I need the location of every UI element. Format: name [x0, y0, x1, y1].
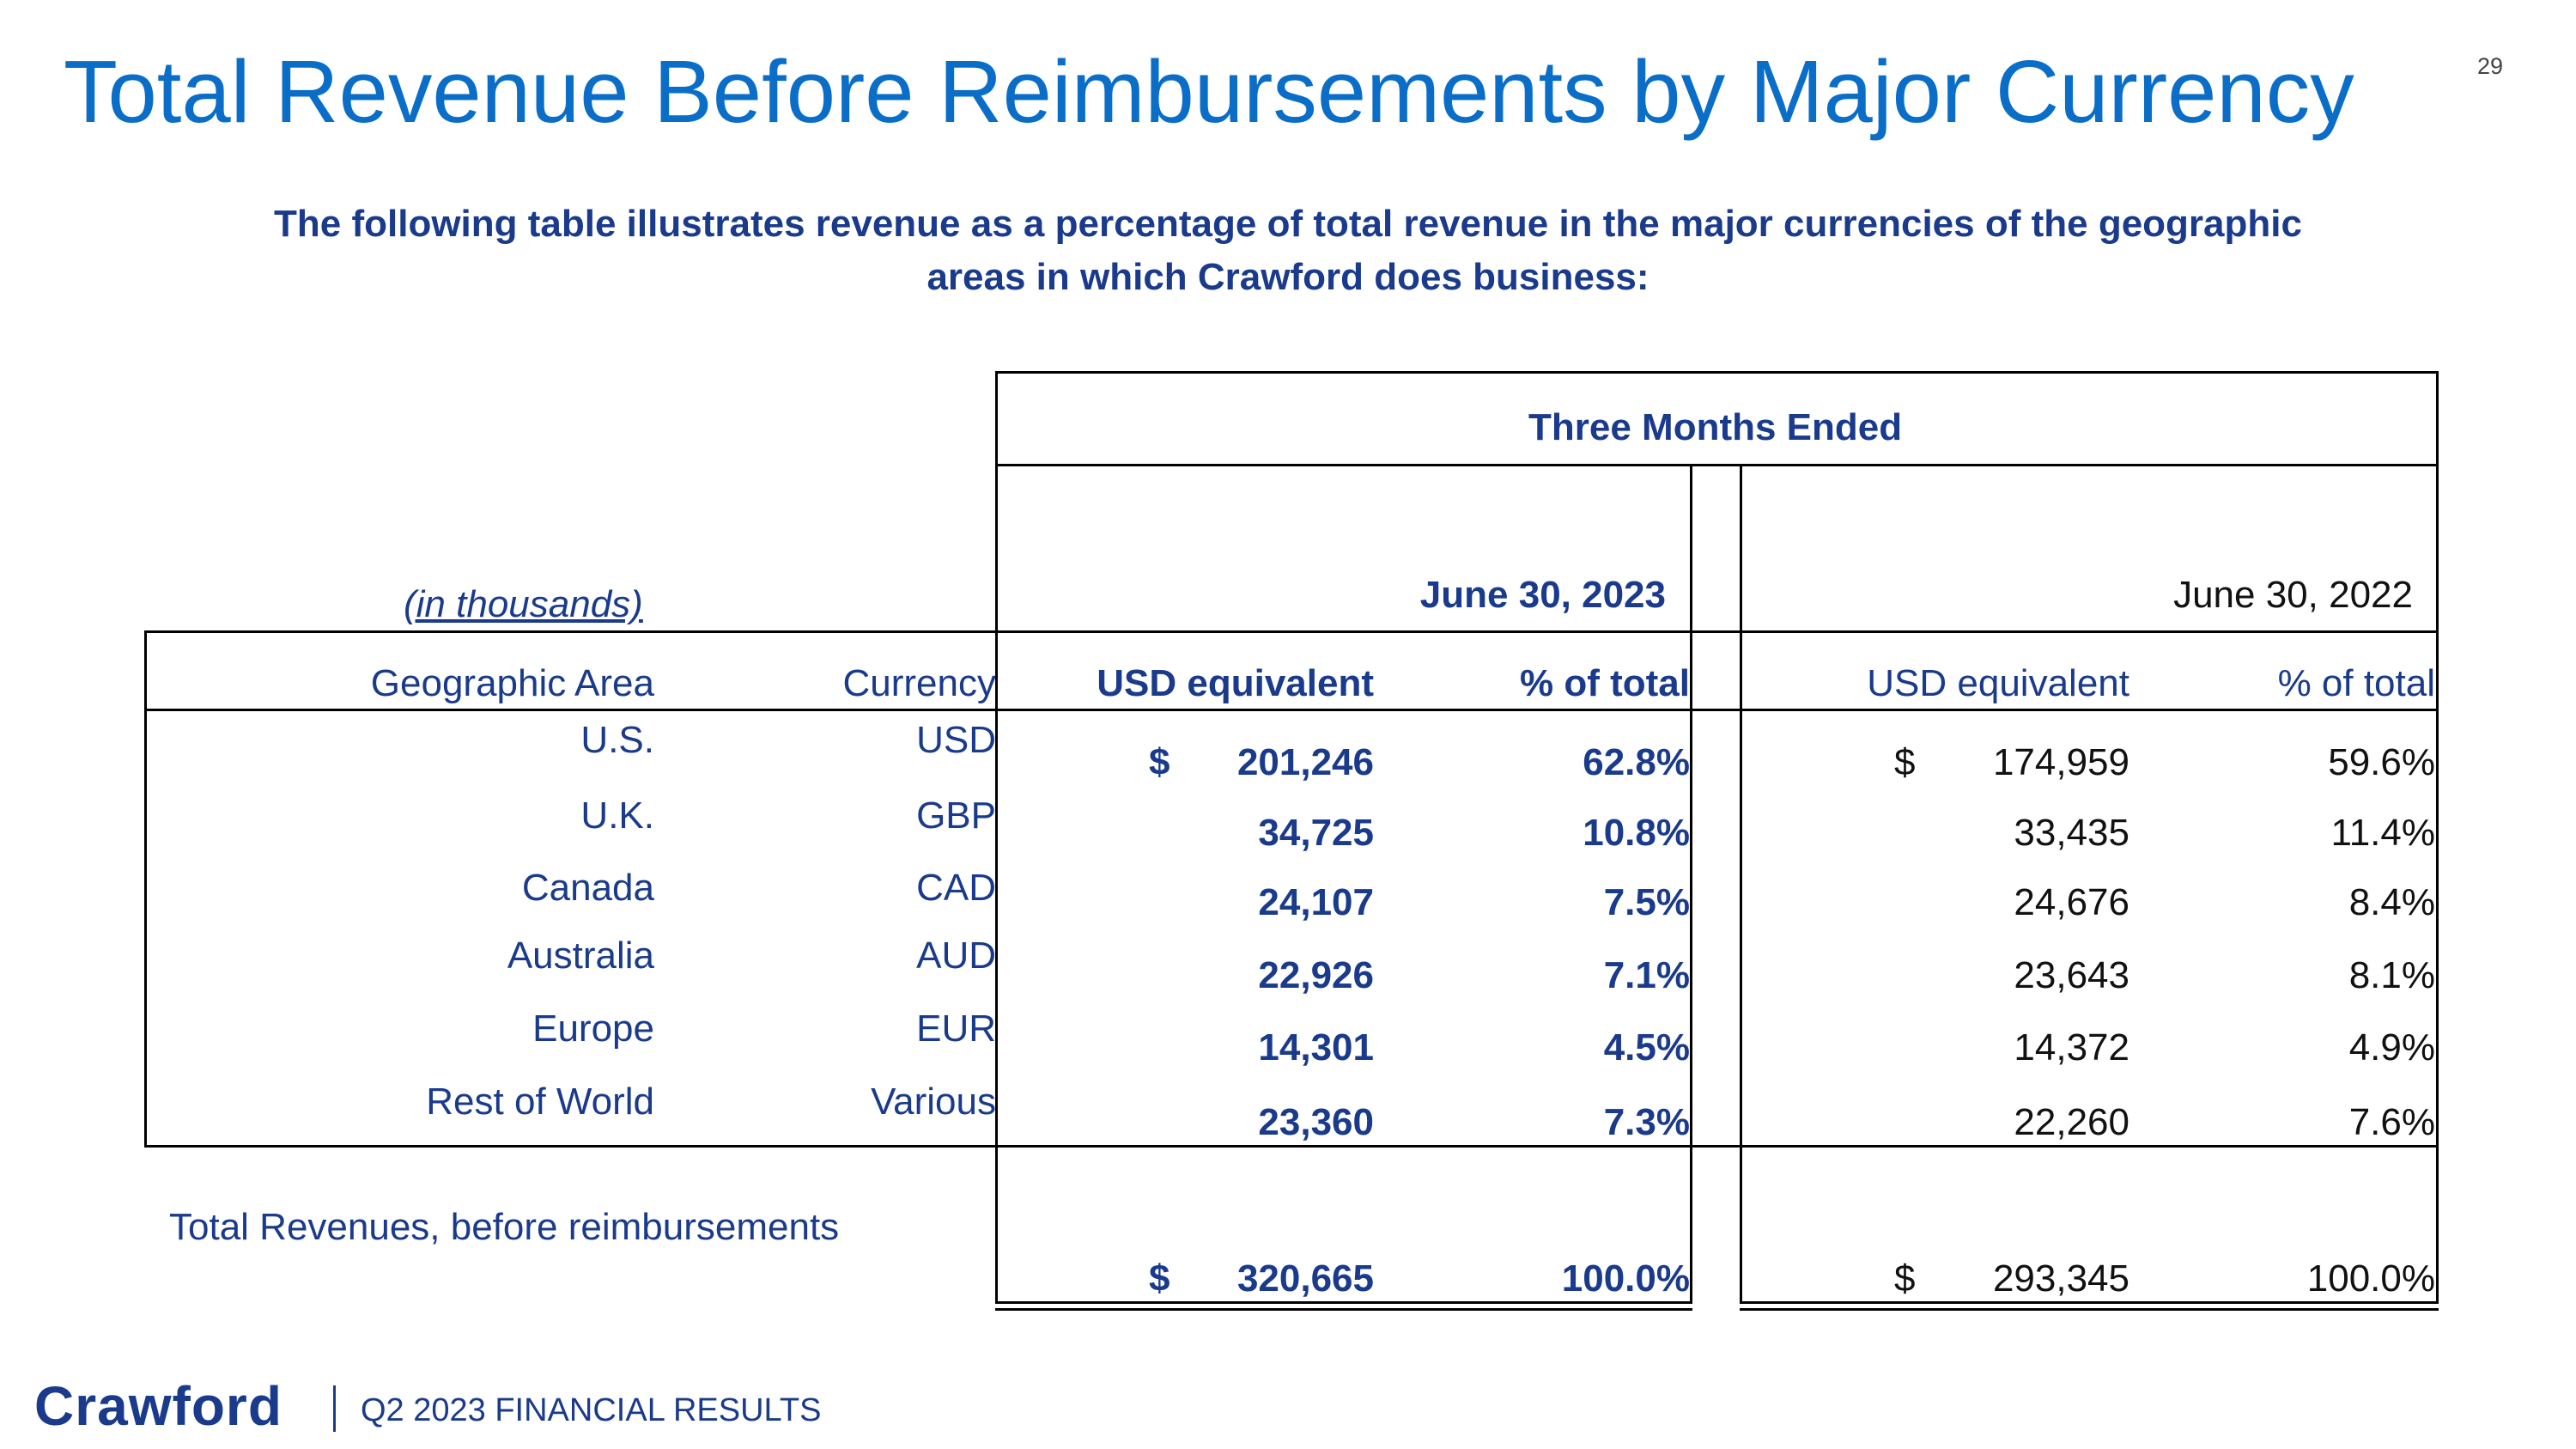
page-title: Total Revenue Before Reimbursements by M… [64, 42, 2354, 141]
period-2023: June 30, 2023 [1419, 574, 1666, 616]
row-pct-2022: 8.4% [2348, 881, 2435, 923]
total-pct-2023: 100.0% [1561, 1257, 1690, 1300]
row-usd-2022: 14,372 [2014, 1026, 2129, 1068]
row-pct-2023: 62.8% [1583, 741, 1690, 783]
row-currency: USD [916, 719, 996, 761]
table-border [144, 709, 2439, 711]
row-currency: GBP [916, 795, 996, 837]
table-border [1740, 464, 1742, 1304]
dollar-sign: $ [1894, 1257, 1916, 1300]
row-usd-2022: 33,435 [2014, 812, 2129, 854]
row-currency: AUD [916, 935, 996, 977]
row-usd-2022: 23,643 [2014, 954, 2129, 996]
header-usd-2023: USD equivalent [1097, 662, 1374, 704]
period-2022: June 30, 2022 [2173, 574, 2413, 616]
footer-divider [333, 1385, 336, 1432]
dollar-sign: $ [1149, 741, 1170, 783]
header-geographic-area: Geographic Area [370, 662, 654, 704]
table-border [144, 1145, 2439, 1148]
table-border [1690, 464, 1692, 1304]
total-double-underline [1740, 1301, 2439, 1304]
header-currency: Currency [842, 662, 997, 704]
row-usd-2023: 34,725 [1258, 812, 1374, 854]
header-pct-2023: % of total [1520, 662, 1690, 704]
row-usd-2022: 24,676 [2014, 881, 2129, 923]
table-border [144, 630, 147, 1148]
row-usd-2023: 201,246 [1236, 741, 1374, 783]
row-pct-2022: 7.6% [2348, 1101, 2435, 1143]
row-area: U.S. [580, 719, 654, 761]
total-usd-2022: 293,345 [1992, 1257, 2129, 1300]
total-label: Total Revenues, before reimbursements [169, 1206, 840, 1248]
units-note: (in thousands) [404, 583, 643, 625]
table-border [995, 371, 998, 1304]
total-double-underline [1740, 1308, 2439, 1311]
row-pct-2022: 4.9% [2348, 1026, 2435, 1068]
row-usd-2022: 174,959 [1992, 741, 2129, 783]
dollar-sign: $ [1149, 1257, 1170, 1300]
row-pct-2023: 7.3% [1603, 1101, 1690, 1143]
period-header: Three Months Ended [1528, 406, 1903, 448]
total-usd-2023: 320,665 [1236, 1257, 1374, 1300]
row-area: Australia [507, 935, 654, 977]
table-border [995, 371, 2439, 374]
row-usd-2022: 22,260 [2014, 1101, 2129, 1143]
crawford-logo: Crawford [34, 1375, 283, 1437]
row-usd-2023: 23,360 [1258, 1101, 1374, 1143]
row-currency: EUR [916, 1008, 996, 1050]
row-currency: CAD [916, 867, 996, 909]
row-usd-2023: 22,926 [1258, 954, 1374, 996]
page-number: 29 [2477, 53, 2504, 79]
total-pct-2022: 100.0% [2306, 1257, 2435, 1300]
row-pct-2023: 7.5% [1603, 881, 1690, 923]
dollar-sign: $ [1894, 741, 1916, 783]
row-pct-2023: 7.1% [1603, 954, 1690, 996]
row-pct-2022: 11.4% [2330, 812, 2436, 854]
header-usd-2022: USD equivalent [1867, 662, 2129, 704]
row-usd-2023: 14,301 [1258, 1026, 1374, 1068]
row-pct-2023: 10.8% [1583, 812, 1690, 854]
total-double-underline [995, 1301, 1692, 1304]
row-pct-2022: 59.6% [2328, 741, 2435, 783]
row-pct-2022: 8.1% [2348, 954, 2435, 996]
row-area: Rest of World [426, 1081, 654, 1123]
footer-text: Q2 2023 FINANCIAL RESULTS [361, 1392, 822, 1428]
table-border [144, 630, 2439, 633]
row-area: U.K. [580, 795, 654, 837]
row-currency: Various [871, 1081, 996, 1123]
row-pct-2023: 4.5% [1603, 1026, 1690, 1068]
table-description: The following table illustrates revenue … [274, 203, 2302, 298]
row-usd-2023: 24,107 [1258, 881, 1374, 923]
row-area: Europe [532, 1008, 654, 1050]
row-area: Canada [521, 867, 654, 909]
header-pct-2022: % of total [2277, 662, 2435, 704]
total-double-underline [995, 1308, 1692, 1311]
table-border [2436, 371, 2439, 1304]
table-border [995, 464, 2439, 466]
